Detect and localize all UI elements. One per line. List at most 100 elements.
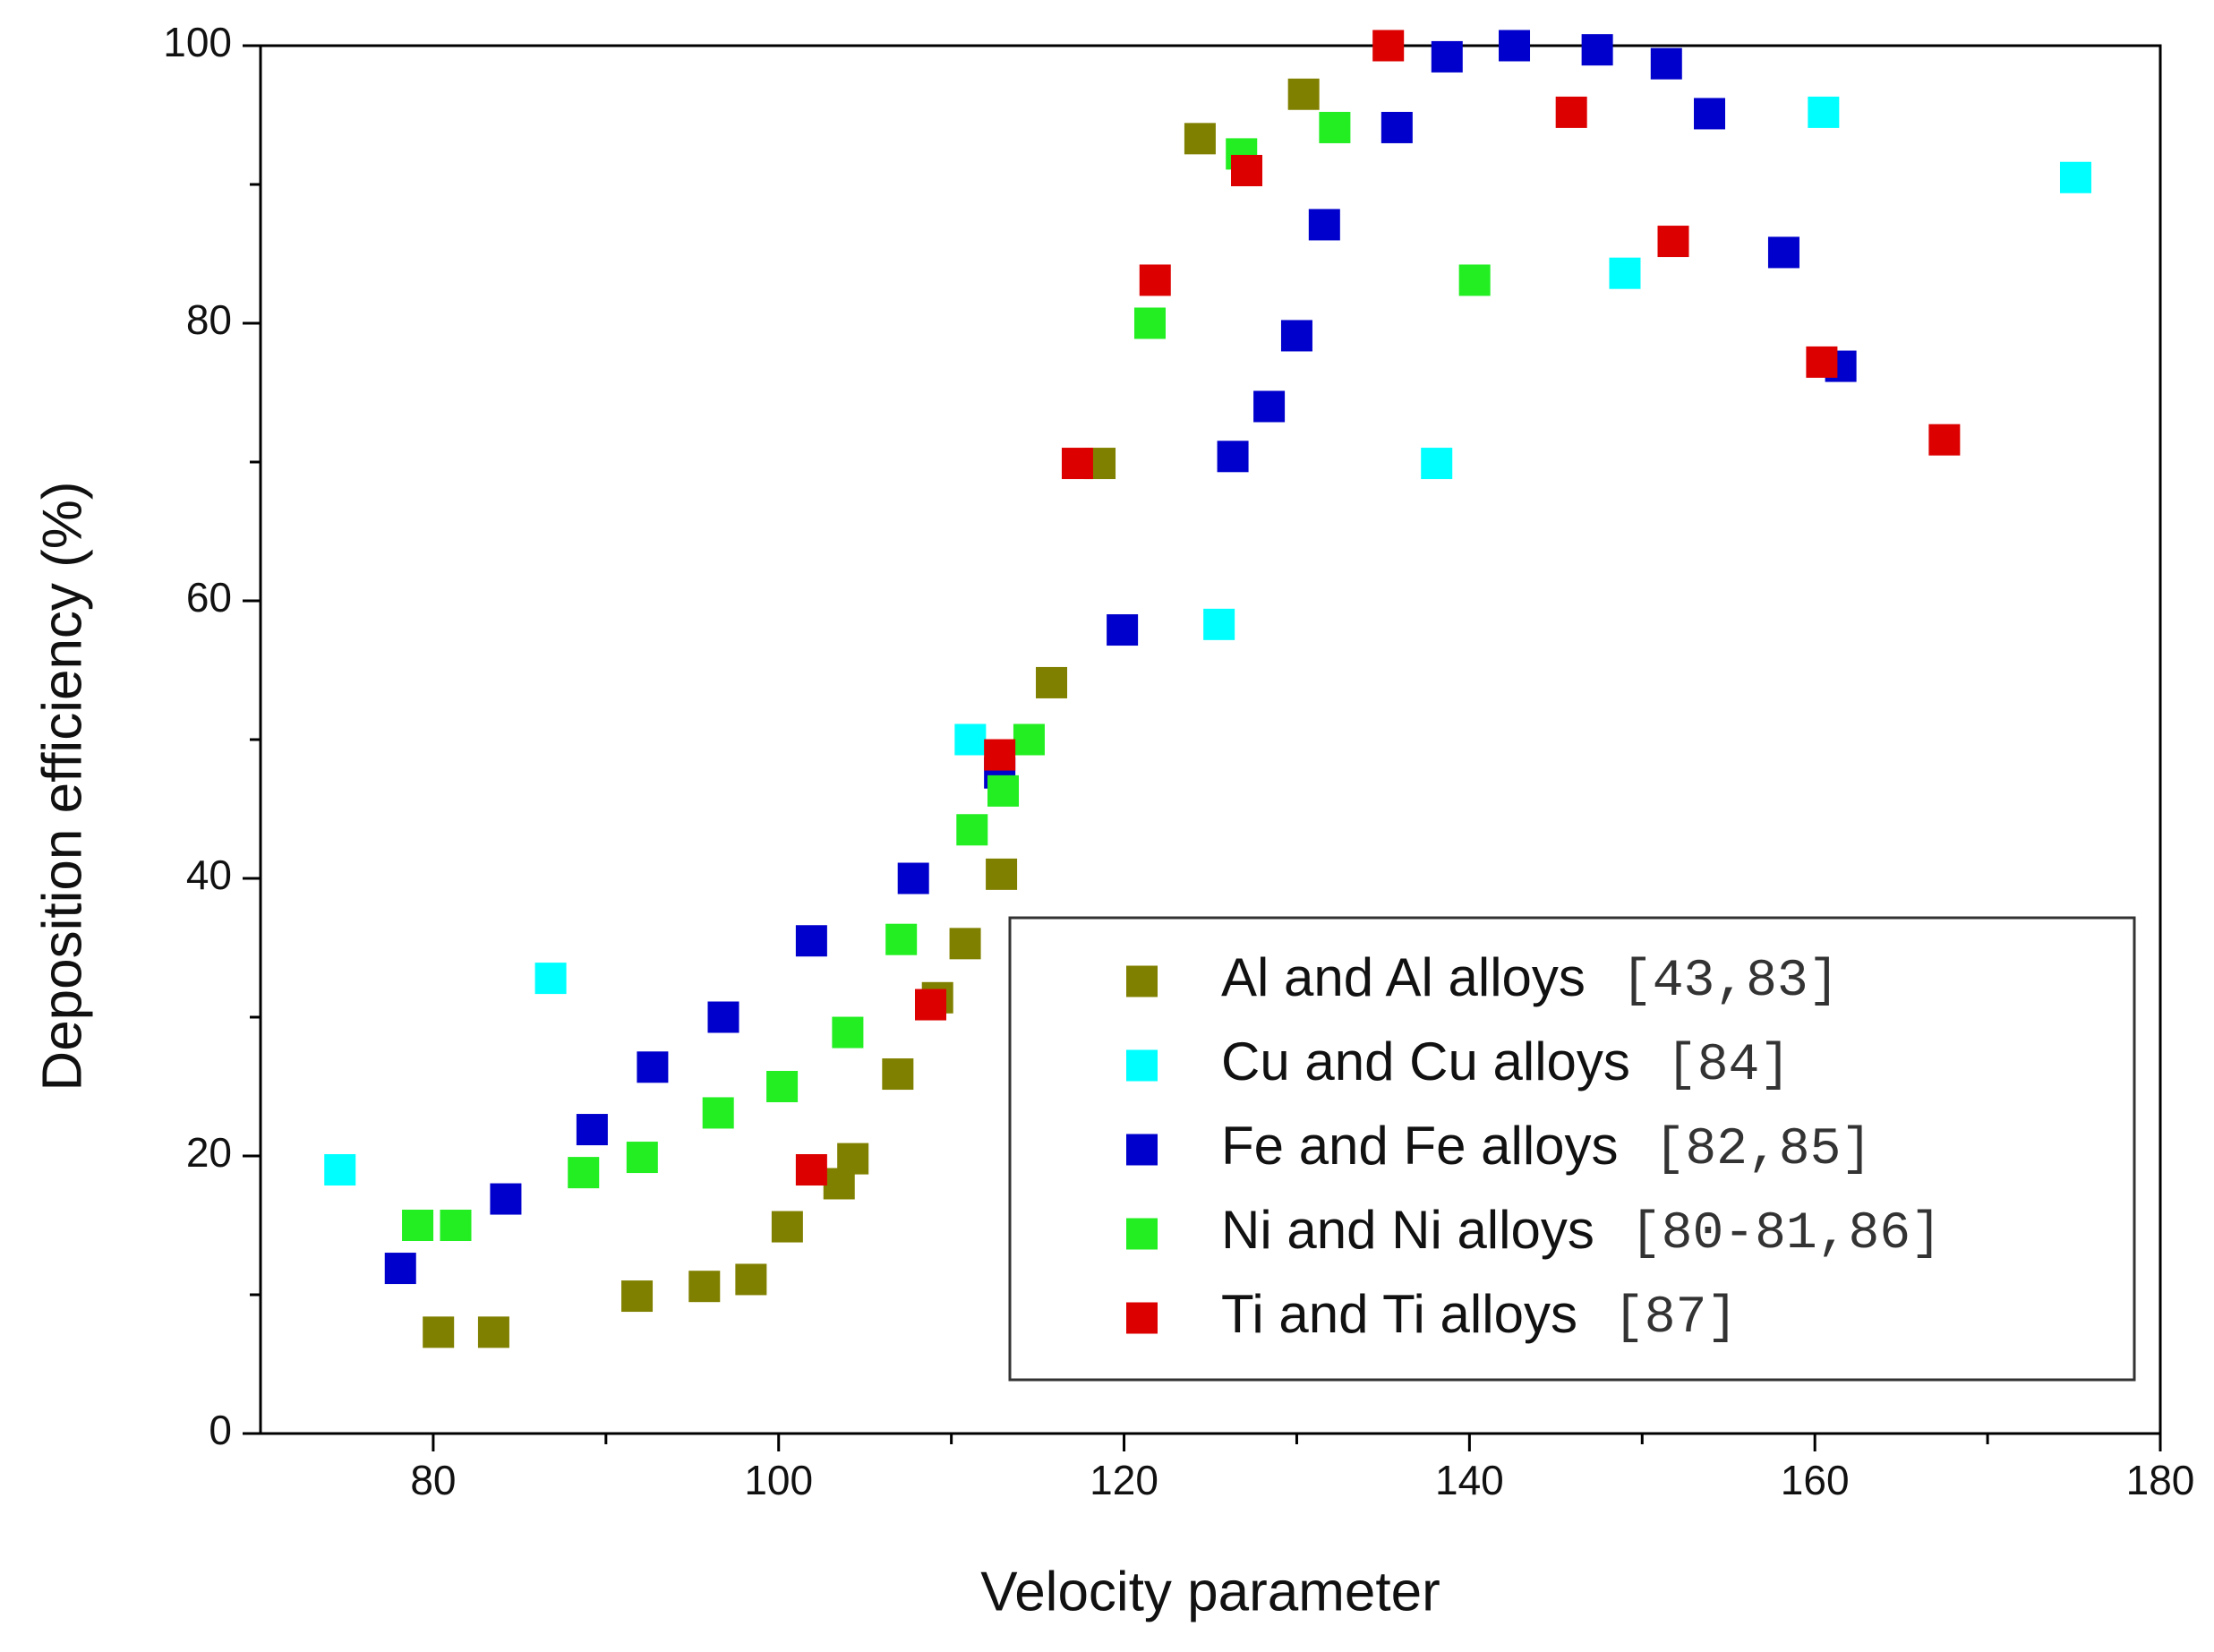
point	[735, 1263, 767, 1296]
legend-label: Ni and Ni alloys	[1221, 1200, 1594, 1260]
point	[1431, 40, 1463, 73]
legend-marker	[1126, 1302, 1158, 1334]
point	[626, 1142, 658, 1174]
point	[423, 1316, 455, 1348]
point	[1231, 155, 1263, 186]
x-tick-label: 160	[1781, 1457, 1850, 1503]
legend-reference: [82,85]	[1654, 1121, 1873, 1179]
point	[1421, 448, 1453, 480]
point	[795, 1154, 827, 1186]
point	[1217, 441, 1249, 473]
point	[766, 1071, 799, 1102]
legend-entry: Fe and Fe alloys [82,85]	[1221, 1116, 1872, 1179]
point	[440, 1210, 472, 1241]
y-tick-label: 100	[163, 19, 232, 65]
point	[1458, 264, 1491, 296]
point	[795, 925, 827, 957]
legend-entry: Ni and Ni alloys [80-81,86]	[1221, 1200, 1942, 1263]
x-tick-label: 100	[744, 1457, 813, 1503]
point	[621, 1280, 654, 1313]
point	[1308, 209, 1340, 241]
y-tick-label: 40	[186, 852, 232, 898]
legend-marker	[1126, 1049, 1158, 1082]
point	[576, 1114, 608, 1146]
point	[384, 1253, 416, 1285]
point	[402, 1210, 434, 1241]
legend-label: Fe and Fe alloys	[1221, 1116, 1619, 1176]
point	[1139, 264, 1171, 296]
y-tick-label: 0	[209, 1407, 232, 1453]
x-tick-label: 180	[2126, 1457, 2195, 1503]
legend-label: Al and Al alloys	[1221, 947, 1586, 1007]
point	[1372, 30, 1405, 62]
point	[637, 1051, 669, 1083]
x-tick-label: 80	[410, 1457, 456, 1503]
legend-marker	[1126, 1134, 1158, 1166]
point	[1808, 96, 1840, 128]
point	[885, 923, 918, 955]
point	[1609, 257, 1641, 289]
x-axis-title: Velocity parameter	[980, 1561, 1440, 1622]
legend-box	[1008, 916, 2136, 1382]
point	[1499, 30, 1531, 62]
point	[1203, 608, 1235, 640]
point	[897, 862, 929, 894]
point	[1806, 346, 1838, 378]
point	[1694, 98, 1726, 130]
point	[1928, 424, 1961, 456]
y-tick-label: 80	[186, 296, 232, 343]
legend-marker	[1126, 1218, 1158, 1250]
point	[954, 723, 987, 756]
y-axis-title: Deposition efficiency (%)	[31, 481, 93, 1091]
legend-entry: Al and Al alloys [43,83]	[1221, 947, 1840, 1011]
point	[688, 1271, 721, 1303]
legend-reference: [84]	[1666, 1037, 1791, 1095]
legend-reference: [87]	[1613, 1289, 1738, 1348]
legend-marker	[1126, 965, 1158, 997]
legend-entry: Cu and Cu alloys [84]	[1221, 1031, 1791, 1095]
point	[771, 1211, 803, 1243]
legend-reference: [43,83]	[1621, 953, 1840, 1011]
point	[1650, 47, 1682, 80]
point	[1287, 78, 1320, 110]
point	[1036, 666, 1068, 698]
point	[477, 1316, 509, 1348]
point	[490, 1183, 522, 1215]
point	[832, 1016, 864, 1049]
point	[1280, 320, 1312, 352]
point	[707, 1001, 739, 1033]
point	[1319, 111, 1351, 143]
point	[702, 1097, 734, 1129]
y-tick-label: 20	[186, 1129, 232, 1176]
point	[1381, 111, 1413, 143]
point	[324, 1154, 356, 1186]
legend-label: Ti and Ti alloys	[1221, 1284, 1577, 1344]
x-tick-label: 140	[1435, 1457, 1504, 1503]
legend-label: Cu and Cu alloys	[1221, 1031, 1630, 1091]
y-tick-label: 60	[186, 574, 232, 621]
point	[1013, 723, 1045, 756]
point	[949, 928, 981, 960]
point	[1253, 390, 1286, 423]
point	[2059, 161, 2091, 193]
point	[1555, 96, 1587, 128]
point	[1107, 614, 1139, 646]
point	[956, 814, 988, 846]
point	[882, 1058, 914, 1091]
point	[1133, 307, 1166, 339]
point	[914, 989, 946, 1021]
point	[1657, 226, 1689, 258]
point	[1184, 123, 1216, 155]
x-tick-label: 120	[1090, 1457, 1158, 1503]
point	[534, 963, 567, 995]
legend-entry: Ti and Ti alloys [87]	[1221, 1284, 1738, 1348]
point	[1767, 236, 1799, 269]
point	[986, 858, 1018, 890]
point	[837, 1143, 869, 1175]
point	[1061, 448, 1093, 480]
point	[1581, 34, 1613, 66]
legend-reference: [80-81,86]	[1630, 1205, 1942, 1263]
point	[984, 739, 1016, 771]
point	[987, 775, 1020, 807]
